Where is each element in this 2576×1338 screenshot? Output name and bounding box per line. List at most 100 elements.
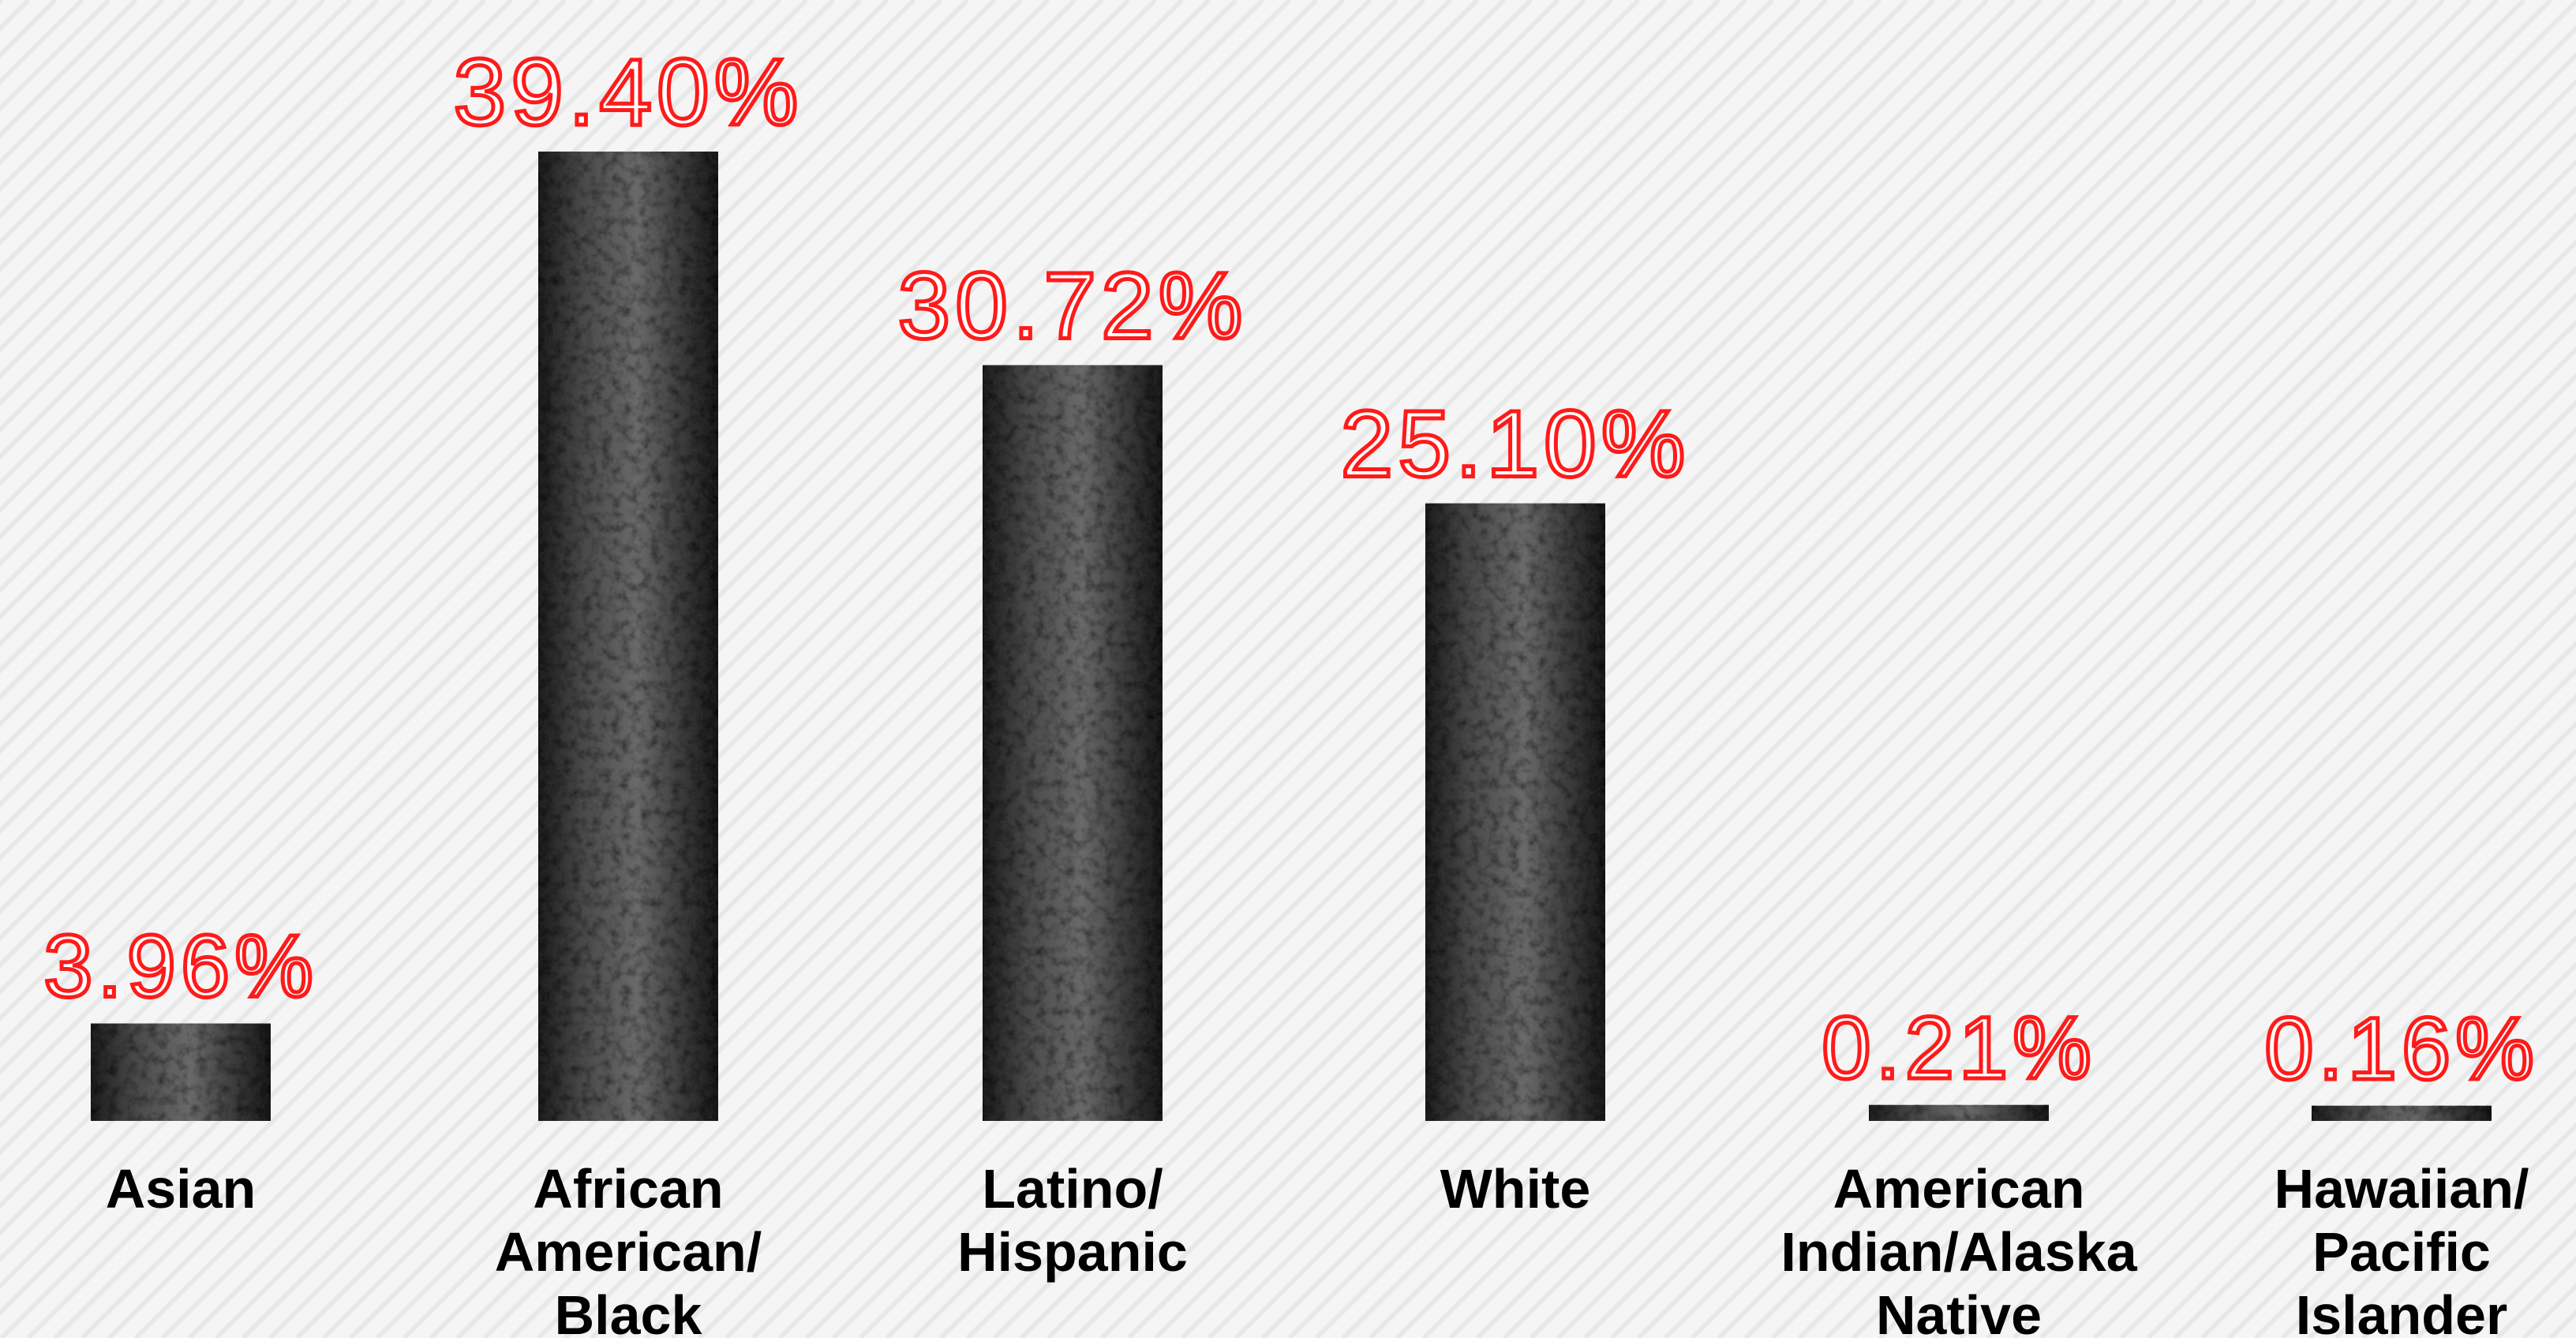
background-line <box>1824 587 2576 1338</box>
background-line <box>0 0 380 380</box>
background-line <box>80 0 1426 1338</box>
bar-white <box>1425 503 1605 1121</box>
background-line <box>0 0 460 460</box>
category-label: Latino/ <box>982 1158 1163 1220</box>
background-line <box>670 0 2016 1338</box>
background-line <box>0 0 1077 1076</box>
background-line <box>0 0 970 969</box>
background-line <box>965 0 2312 1338</box>
background-line <box>536 0 1882 1338</box>
category-label: Hawaiian/ <box>2275 1158 2529 1220</box>
background-line <box>1153 0 2499 1338</box>
data-labels-group: 3.96% 39.40% 30.72% 25.10% 0.21% 0.16% <box>42 38 2539 1100</box>
background-line <box>1019 0 2365 1338</box>
background-line <box>643 0 1990 1338</box>
category-label: African <box>533 1158 723 1220</box>
background-line <box>0 0 755 755</box>
background-line <box>53 0 1399 1338</box>
background-line <box>0 0 702 701</box>
background-line <box>0 0 1024 1022</box>
background-line <box>0 0 299 300</box>
background-line <box>1904 667 2576 1338</box>
bar-asian <box>91 1023 271 1121</box>
background-line <box>0 0 648 647</box>
background-line <box>1636 399 2576 1338</box>
background-line <box>2065 827 2576 1338</box>
background-line <box>1395 159 2576 1338</box>
background-line <box>294 0 1641 1338</box>
background-line <box>590 0 1936 1338</box>
category-label: American/ <box>495 1221 762 1283</box>
background-line <box>2012 774 2576 1338</box>
background-line <box>0 0 326 327</box>
background-line <box>0 0 353 353</box>
background-line <box>2307 1068 2576 1338</box>
data-label: 3.96% <box>43 917 318 1016</box>
background-line <box>2334 1095 2576 1338</box>
background-line <box>1529 292 2576 1338</box>
background-line <box>1985 747 2576 1338</box>
background-line <box>0 0 406 407</box>
background-line <box>1878 640 2576 1338</box>
bars-group <box>91 152 2492 1121</box>
background-line <box>214 0 1560 1338</box>
background-line <box>0 0 433 433</box>
background-line <box>1958 721 2576 1338</box>
category-label: Black <box>555 1284 702 1338</box>
background-line <box>751 0 2097 1338</box>
background-line <box>0 0 245 246</box>
background-line <box>2039 800 2576 1338</box>
bar-american-indian-alaska-native <box>1869 1104 2049 1121</box>
background-line <box>1609 373 2576 1338</box>
background-line <box>938 0 2285 1338</box>
background-line <box>160 0 1507 1338</box>
category-label: Indian/Alaska <box>1780 1221 2137 1283</box>
category-label: American <box>1833 1158 2084 1220</box>
background-line <box>1421 186 2576 1338</box>
background-line <box>1073 0 2419 1338</box>
background-line <box>724 0 2070 1338</box>
background-line <box>0 0 1158 1156</box>
background-line <box>0 0 1104 1103</box>
background-line <box>0 0 567 568</box>
background-line <box>1126 0 2473 1338</box>
background-line <box>0 0 997 995</box>
bar-latino-hispanic <box>983 365 1163 1121</box>
category-label: Native <box>1876 1284 2042 1338</box>
background-line <box>1931 694 2576 1338</box>
background-line <box>1502 265 2576 1338</box>
data-label: 0.16% <box>2264 999 2539 1098</box>
background-line <box>0 0 1185 1182</box>
category-label: Pacific <box>2312 1221 2491 1283</box>
background-line <box>0 0 514 514</box>
background-line <box>107 0 1453 1338</box>
background-line <box>1475 238 2576 1338</box>
category-label: White <box>1440 1158 1591 1220</box>
background-line <box>133 0 1480 1338</box>
background-line <box>0 0 621 620</box>
data-label: 30.72% <box>898 253 1248 359</box>
data-label: 0.21% <box>1822 999 2096 1097</box>
bar-hawaiian-pacific-islander <box>2312 1105 2492 1121</box>
background-line <box>992 0 2338 1338</box>
data-label: 39.40% <box>454 39 803 145</box>
background-line <box>187 0 1533 1338</box>
category-label: Islander <box>2296 1284 2507 1338</box>
background-line <box>616 0 1963 1338</box>
background-line <box>0 0 487 487</box>
background-line <box>0 0 272 273</box>
background-line <box>1099 0 2446 1338</box>
background-line <box>0 0 541 541</box>
category-label: Asian <box>106 1158 256 1220</box>
background-line <box>509 0 1855 1338</box>
background-line <box>563 0 1909 1338</box>
background-line <box>1448 212 2576 1338</box>
background-line <box>0 0 1050 1049</box>
background-line <box>0 0 1131 1130</box>
background-line <box>1046 0 2392 1338</box>
background-line <box>0 0 675 674</box>
data-label: 25.10% <box>1341 392 1690 497</box>
